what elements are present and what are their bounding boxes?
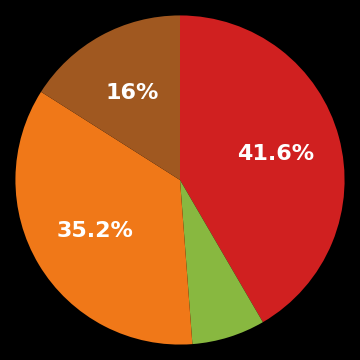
- Wedge shape: [15, 92, 192, 345]
- Wedge shape: [180, 15, 345, 322]
- Text: 41.6%: 41.6%: [237, 144, 314, 164]
- Wedge shape: [180, 180, 263, 344]
- Text: 16%: 16%: [106, 84, 159, 103]
- Wedge shape: [41, 15, 180, 180]
- Text: 35.2%: 35.2%: [57, 221, 134, 241]
